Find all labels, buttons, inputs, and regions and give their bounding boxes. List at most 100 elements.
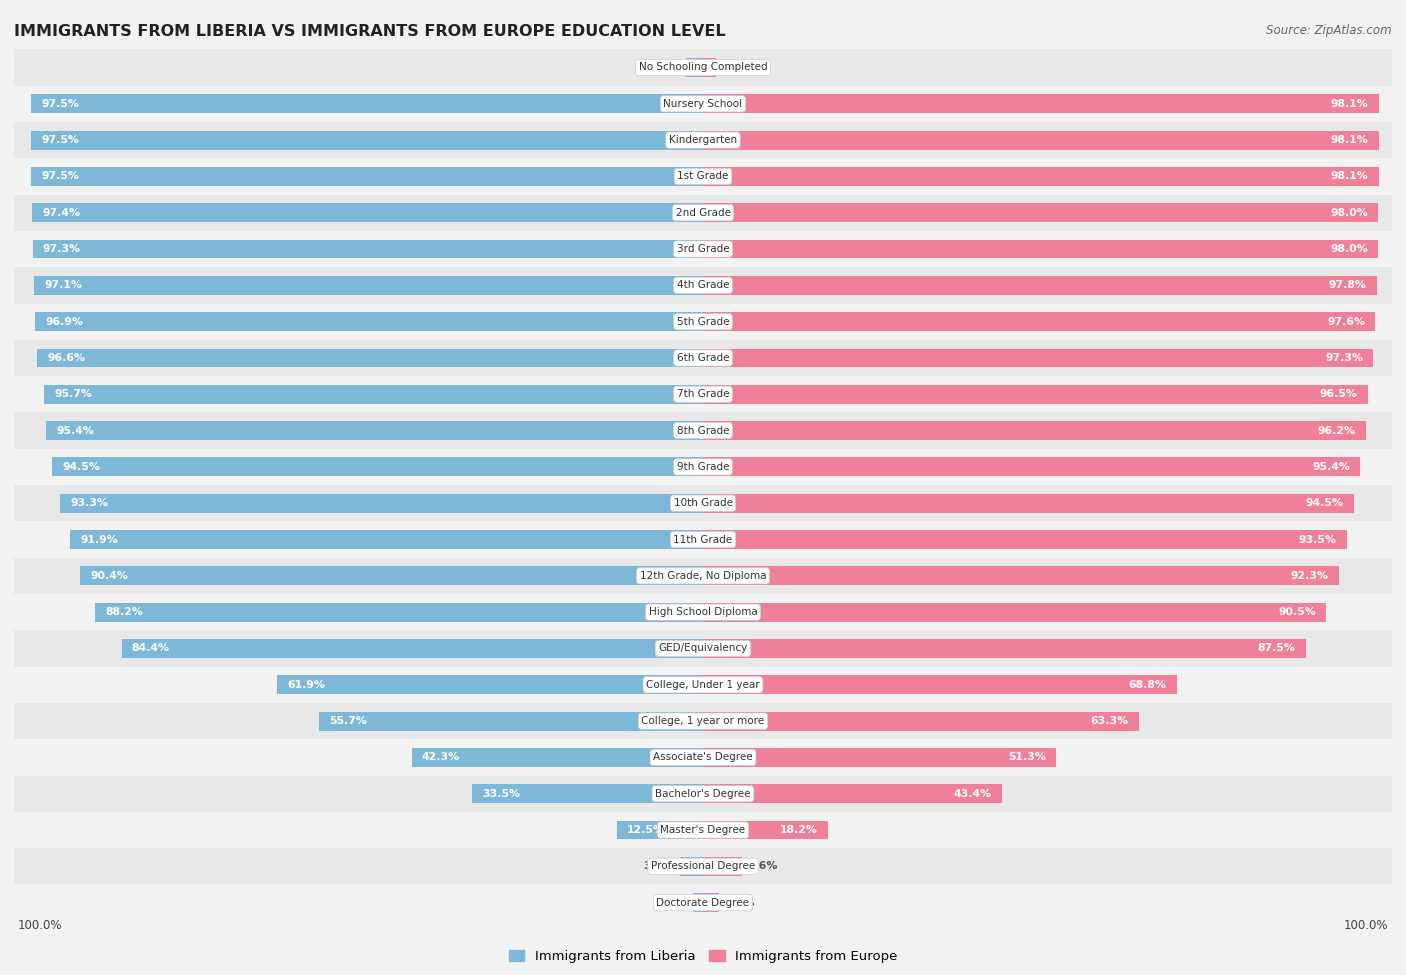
Bar [7,667,1399,703]
Bar [617,821,703,839]
Text: 2.5%: 2.5% [650,62,681,72]
Text: 43.4%: 43.4% [953,789,991,799]
Text: 10th Grade: 10th Grade [673,498,733,508]
Bar [703,385,1368,404]
Text: 84.4%: 84.4% [132,644,170,653]
Bar [7,594,1399,630]
Bar [44,385,703,404]
Bar [686,58,703,77]
Text: 3rd Grade: 3rd Grade [676,244,730,254]
Text: 97.5%: 97.5% [42,172,80,181]
Text: 94.5%: 94.5% [62,462,100,472]
Text: Source: ZipAtlas.com: Source: ZipAtlas.com [1267,24,1392,37]
Text: Doctorate Degree: Doctorate Degree [657,898,749,908]
Bar [703,203,1378,222]
Bar [38,348,703,368]
Bar [46,421,703,440]
Bar [7,158,1399,195]
Text: 95.4%: 95.4% [1312,462,1350,472]
Bar [703,457,1360,477]
Bar [703,58,716,77]
Bar [7,195,1399,231]
Text: 55.7%: 55.7% [329,716,367,726]
Text: 63.3%: 63.3% [1091,716,1129,726]
Text: 1.5%: 1.5% [657,898,688,908]
Bar [7,848,1399,884]
Text: 97.3%: 97.3% [1324,353,1362,363]
Text: 92.3%: 92.3% [1291,570,1329,581]
Bar [703,312,1375,332]
Text: 97.8%: 97.8% [1329,281,1367,291]
Bar [277,676,703,694]
Bar [703,857,741,876]
Bar [7,884,1399,920]
Bar [703,348,1374,368]
Text: 97.6%: 97.6% [1327,317,1365,327]
Bar [319,712,703,730]
Text: 12.5%: 12.5% [627,825,665,835]
Text: 94.5%: 94.5% [1306,498,1344,508]
Bar [703,893,718,912]
Text: 8th Grade: 8th Grade [676,426,730,436]
Text: Master's Degree: Master's Degree [661,825,745,835]
Text: 61.9%: 61.9% [287,680,325,689]
Text: 1st Grade: 1st Grade [678,172,728,181]
Text: 4th Grade: 4th Grade [676,281,730,291]
Text: 95.4%: 95.4% [56,426,94,436]
Bar [7,122,1399,158]
Text: 90.4%: 90.4% [90,570,128,581]
Bar [7,376,1399,412]
Bar [703,240,1378,258]
Text: Nursery School: Nursery School [664,98,742,109]
Bar [60,493,703,513]
Text: GED/Equivalency: GED/Equivalency [658,644,748,653]
Bar [703,167,1379,186]
Text: 93.5%: 93.5% [1299,534,1337,544]
Text: 91.9%: 91.9% [80,534,118,544]
Bar [693,893,703,912]
Text: 100.0%: 100.0% [1344,918,1389,932]
Text: 33.5%: 33.5% [482,789,520,799]
Bar [472,784,703,803]
Bar [80,566,703,585]
Bar [7,485,1399,522]
Bar [703,676,1177,694]
Text: 5.6%: 5.6% [747,861,778,872]
Text: 93.3%: 93.3% [70,498,108,508]
Text: 18.2%: 18.2% [780,825,818,835]
Text: 2.3%: 2.3% [724,898,755,908]
Text: 95.7%: 95.7% [53,389,91,400]
Bar [70,530,703,549]
Text: 6th Grade: 6th Grade [676,353,730,363]
Bar [703,493,1354,513]
Text: 3.4%: 3.4% [644,861,673,872]
Text: College, Under 1 year: College, Under 1 year [647,680,759,689]
Bar [35,312,703,332]
Bar [703,566,1339,585]
Bar [31,131,703,149]
Text: 98.1%: 98.1% [1330,172,1368,181]
Text: 1.9%: 1.9% [721,62,752,72]
Bar [7,703,1399,739]
Text: 68.8%: 68.8% [1129,680,1167,689]
Bar [7,50,1399,86]
Text: High School Diploma: High School Diploma [648,607,758,617]
Bar [703,131,1379,149]
Text: College, 1 year or more: College, 1 year or more [641,716,765,726]
Bar [96,603,703,622]
Text: No Schooling Completed: No Schooling Completed [638,62,768,72]
Text: 51.3%: 51.3% [1008,753,1046,762]
Text: 90.5%: 90.5% [1278,607,1316,617]
Bar [34,276,703,294]
Text: 98.0%: 98.0% [1330,244,1368,254]
Text: 87.5%: 87.5% [1257,644,1295,653]
Legend: Immigrants from Liberia, Immigrants from Europe: Immigrants from Liberia, Immigrants from… [503,945,903,968]
Text: 98.0%: 98.0% [1330,208,1368,217]
Bar [7,231,1399,267]
Bar [7,340,1399,376]
Text: 42.3%: 42.3% [422,753,460,762]
Text: 11th Grade: 11th Grade [673,534,733,544]
Bar [412,748,703,767]
Text: 7th Grade: 7th Grade [676,389,730,400]
Text: 2nd Grade: 2nd Grade [675,208,731,217]
